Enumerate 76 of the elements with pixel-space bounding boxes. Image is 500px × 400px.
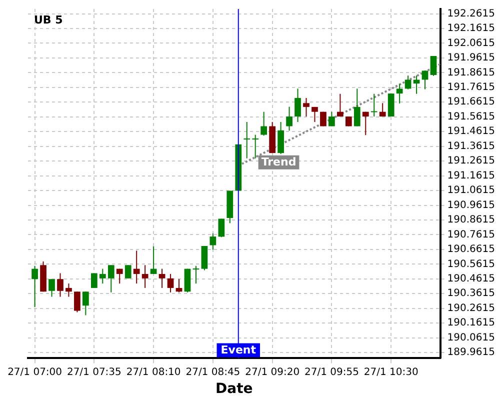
candlestick <box>370 93 378 118</box>
ref-line-label: Event <box>220 344 256 357</box>
candlestick <box>337 93 344 118</box>
candlestick <box>108 264 114 293</box>
candlestick <box>32 265 38 308</box>
candlestick <box>192 265 200 284</box>
candlestick <box>278 121 284 154</box>
y-tick-label: 192.1615 <box>447 23 496 34</box>
candlestick <box>167 273 174 293</box>
candlestick <box>396 84 403 104</box>
y-tick-label: 190.8615 <box>447 214 496 226</box>
candlestick <box>413 75 420 94</box>
candlestick <box>260 111 268 136</box>
x-tick-label: 27/1 07:35 <box>66 366 122 378</box>
candlestick <box>82 291 89 316</box>
candlestick <box>48 278 55 298</box>
series-label: Trend <box>261 156 296 169</box>
x-tick-label: 27/1 08:45 <box>186 366 240 378</box>
candlestick <box>252 134 259 159</box>
x-tick-label: 27/1 10:30 <box>364 366 418 378</box>
y-tick-label: 191.8615 <box>447 67 496 78</box>
x-tick-label: 27/1 09:55 <box>304 366 359 378</box>
candlestick <box>124 264 132 279</box>
y-tick-label: 190.0615 <box>447 332 496 344</box>
candlestick <box>379 102 386 118</box>
candlestick <box>158 268 166 288</box>
y-tick-label: 191.5615 <box>447 111 496 122</box>
candlestick <box>312 106 318 122</box>
y-tick-label: 191.1615 <box>447 170 496 182</box>
y-tick-label: 190.5615 <box>447 258 496 270</box>
y-tick-label: 191.2615 <box>447 156 496 167</box>
candlestick <box>422 70 428 90</box>
candlestick <box>150 246 157 274</box>
candlestick <box>362 111 369 136</box>
candlestick <box>210 232 216 250</box>
y-tick-label: 192.2615 <box>447 8 496 20</box>
y-tick-label: 190.3615 <box>447 288 496 300</box>
chart-title: UB 5 <box>34 13 63 26</box>
y-tick-label: 191.3615 <box>447 140 496 152</box>
candlestick <box>57 272 64 298</box>
candlestick <box>303 97 310 118</box>
candlestick <box>404 75 412 90</box>
candlestick <box>286 106 292 132</box>
candlestick <box>74 291 80 313</box>
candlestick <box>218 218 225 238</box>
y-tick-label: 190.2615 <box>447 302 496 314</box>
y-tick-label: 190.7615 <box>447 229 496 240</box>
candlestick <box>66 283 72 298</box>
candlestick <box>142 264 148 288</box>
candlestick <box>90 272 98 288</box>
candlestick <box>99 268 106 284</box>
candlestick <box>184 268 191 293</box>
y-tick-label: 191.9615 <box>447 52 496 64</box>
candlestick <box>201 245 208 271</box>
candlestick <box>388 93 394 118</box>
x-tick-label: 27/1 07:00 <box>8 366 62 378</box>
y-tick-label: 191.7615 <box>447 82 496 94</box>
candlestick <box>244 121 250 159</box>
x-axis-title: Date <box>216 381 253 398</box>
y-tick-label: 190.4615 <box>447 273 496 284</box>
y-tick-label: 191.6615 <box>447 96 496 108</box>
y-tick-label: 192.0615 <box>447 38 496 49</box>
x-tick-label: 27/1 09:20 <box>245 366 300 378</box>
candlestick <box>294 88 301 122</box>
y-tick-label: 191.0615 <box>447 185 496 196</box>
candlestick <box>430 55 437 76</box>
x-tick-label: 27/1 08:10 <box>126 366 181 378</box>
y-tick-label: 191.4615 <box>447 126 496 138</box>
candlestick <box>354 88 360 127</box>
y-tick-label: 190.9615 <box>447 200 496 211</box>
y-tick-label: 189.9615 <box>447 347 496 358</box>
candlestick <box>116 268 123 284</box>
y-tick-label: 190.6615 <box>447 244 496 256</box>
y-tick-label: 190.1615 <box>447 318 496 329</box>
candlestick <box>133 250 140 284</box>
candlestick <box>328 111 335 127</box>
